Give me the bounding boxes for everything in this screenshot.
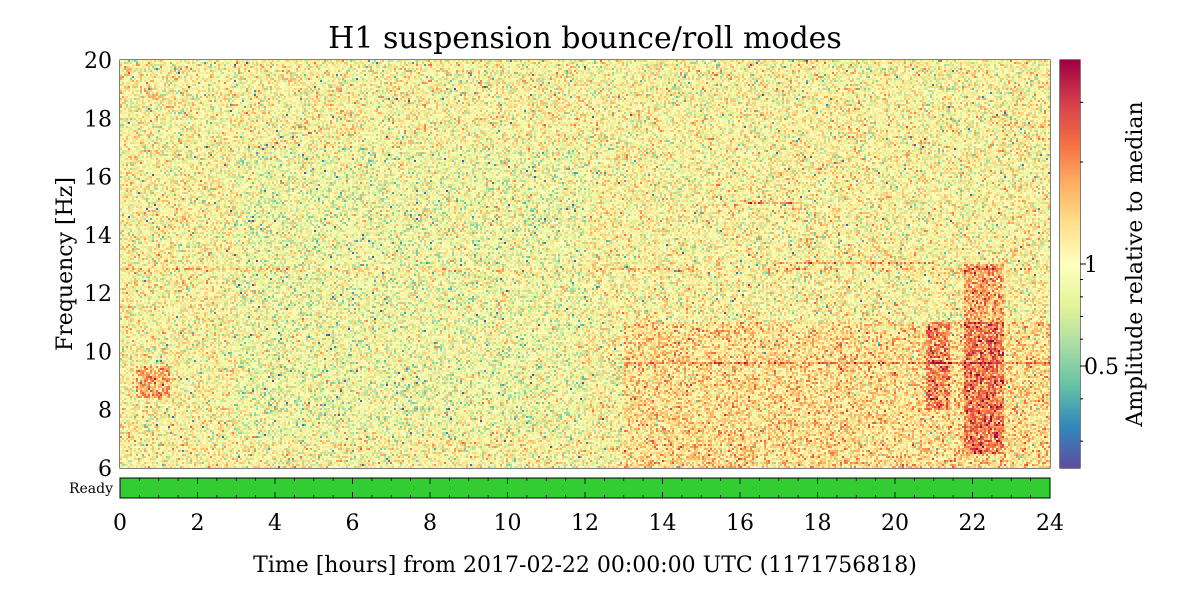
x-tick-label: 6 [346,511,360,536]
x-axis-label: Time [hours] from 2017-02-22 00:00:00 UT… [253,553,917,578]
colorbar-tick-label: 0.5 [1084,355,1119,380]
x-tick-label: 4 [268,511,282,536]
y-tick-label: 20 [84,49,112,74]
spectrogram-heatmap [120,60,1050,468]
x-tick-label: 22 [959,511,987,536]
x-tick-label: 2 [191,511,205,536]
y-axis: 6 8 10 12 14 16 18 20 [84,49,1050,482]
x-tick-label: 12 [571,511,599,536]
y-tick-label: 12 [84,282,112,307]
state-bar-ticks [119,478,1051,498]
y-tick-label: 16 [84,166,112,191]
x-tick-label: 14 [649,511,677,536]
x-tick-label: 18 [804,511,832,536]
x-tick-label: 20 [881,511,909,536]
state-label-ready: Ready [69,481,113,497]
y-tick-label: 14 [84,224,112,249]
x-tick-label: 16 [726,511,754,536]
colorbar-axis: 0.51 [1080,101,1119,442]
y-tick-label: 18 [84,107,112,132]
y-tick-label: 10 [84,340,112,365]
colorbar-gradient [1060,60,1080,468]
x-tick-label: 8 [423,511,437,536]
x-tick-label: 24 [1036,511,1064,536]
x-tick-label: 10 [494,511,522,536]
colorbar-label: Amplitude relative to median [1123,101,1148,427]
y-tick-label: 8 [98,399,112,424]
chart-title: H1 suspension bounce/roll modes [328,21,842,56]
y-tick-label: 6 [98,457,112,482]
y-axis-label: Frequency [Hz] [53,177,78,351]
colorbar-tick-label: 1 [1084,253,1098,278]
x-tick-label: 0 [113,511,127,536]
